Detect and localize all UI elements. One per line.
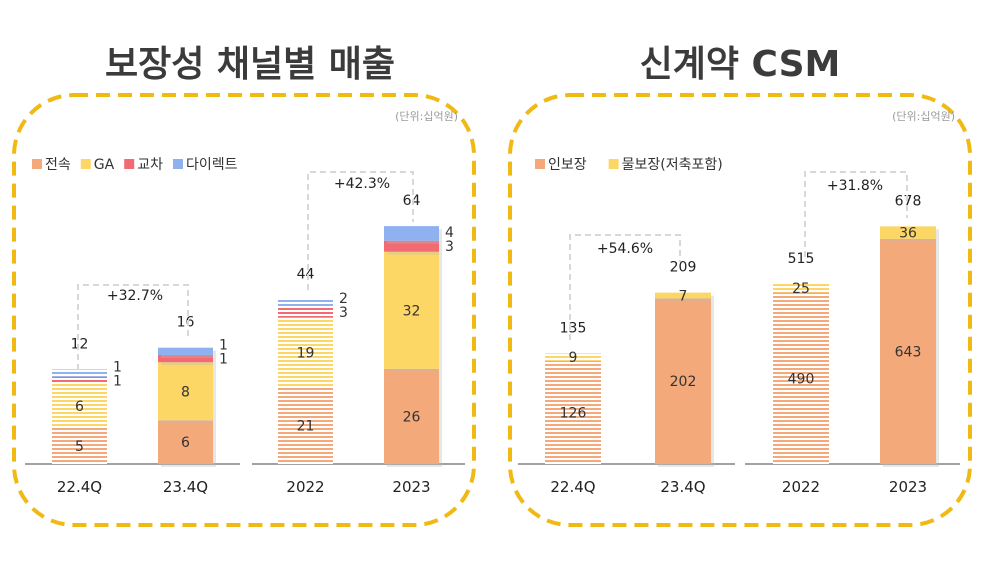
bar-segment-전속-2022 — [278, 387, 333, 464]
segment-value-label: 9 — [569, 350, 578, 366]
segment-value-label: 126 — [560, 405, 587, 421]
segment-value-label: 26 — [403, 409, 421, 425]
segment-value-label: 21 — [297, 419, 315, 435]
segment-value-label: 3 — [445, 239, 454, 255]
segment-value-label: 1 — [113, 359, 122, 375]
segment-value-label: 36 — [899, 226, 917, 242]
legend-label: 교차 — [137, 157, 163, 173]
bar-segment-전속-23.4Q — [158, 420, 213, 464]
legend-swatch — [80, 159, 91, 169]
growth-label: +42.3% — [334, 176, 390, 192]
total-label: 44 — [297, 266, 315, 282]
growth-label: +31.8% — [827, 178, 883, 194]
category-label: 23.4Q — [163, 478, 208, 496]
category-label: 2022 — [286, 478, 324, 496]
legend-swatch — [535, 159, 545, 169]
segment-value-label: 8 — [181, 384, 190, 400]
bar-shadow — [658, 295, 714, 302]
growth-connector — [307, 171, 414, 290]
total-label: 64 — [403, 193, 421, 209]
segment-value-label: 19 — [297, 345, 315, 361]
segment-value-label: 1 — [219, 352, 228, 368]
segment-value-label: 7 — [679, 288, 688, 304]
legend-swatch — [124, 159, 135, 169]
bar-segment-전속-2023 — [384, 368, 439, 464]
segment-value-label: 3 — [339, 305, 348, 321]
bar-segment-교차-23.4Q — [158, 354, 213, 363]
bar-segment-교차-2023 — [384, 240, 439, 252]
legend-label: 물보장(저축포함) — [622, 157, 723, 173]
total-label: 16 — [177, 315, 195, 331]
legend-label: 다이렉트 — [186, 157, 238, 173]
legend-swatch — [32, 159, 42, 169]
segment-value-label: 6 — [75, 399, 84, 415]
segment-value-label: 202 — [670, 374, 697, 390]
bar-segment-교차-22.4Q — [52, 376, 107, 385]
segment-value-label: 2 — [339, 291, 348, 307]
right-unit-label: (단위:십억원) — [892, 110, 955, 123]
legend-swatch — [608, 159, 619, 169]
segment-value-label: 32 — [403, 303, 421, 319]
bar-segment-물보장(저축포함)-22.4Q — [545, 353, 601, 361]
segment-value-label: 490 — [788, 371, 815, 387]
bar-segment-물보장(저축포함)-2022 — [773, 283, 829, 293]
segment-value-label: 1 — [219, 338, 228, 354]
legend-label: GA — [94, 157, 115, 173]
bar-segment-인보장-2023 — [880, 238, 936, 464]
total-label: 12 — [71, 336, 89, 352]
category-label: 2023 — [392, 478, 430, 496]
bar-segment-다이렉트-2023 — [384, 226, 439, 241]
growth-connector — [804, 171, 908, 257]
total-label: 515 — [788, 251, 815, 267]
bar-segment-GA-23.4Q — [158, 362, 213, 421]
segment-value-label: 6 — [181, 435, 190, 451]
category-label: 22.4Q — [57, 478, 102, 496]
bar-segment-다이렉트-22.4Q — [52, 369, 107, 377]
total-label: 209 — [670, 260, 697, 276]
bar-segment-다이렉트-2022 — [278, 299, 333, 307]
legend-label: 전속 — [45, 157, 71, 173]
growth-connector — [77, 284, 189, 370]
segment-value-label: 643 — [895, 344, 922, 360]
total-label: 135 — [560, 320, 587, 336]
category-label: 22.4Q — [550, 478, 595, 496]
bar-segment-다이렉트-23.4Q — [158, 347, 213, 355]
legend-label: 인보장 — [548, 157, 587, 173]
bar-segment-인보장-23.4Q — [655, 298, 711, 464]
category-label: 23.4Q — [660, 478, 705, 496]
left-chart-title: 보장성 채널별 매출 — [105, 44, 395, 85]
growth-connector — [569, 234, 681, 340]
segment-value-label: 5 — [75, 439, 84, 455]
bar-segment-물보장(저축포함)-23.4Q — [655, 292, 711, 299]
category-label: 2023 — [889, 478, 927, 496]
segment-value-label: 25 — [792, 281, 810, 297]
segment-value-label: 1 — [113, 373, 122, 389]
category-label: 2022 — [782, 478, 820, 496]
segment-value-label: 4 — [445, 225, 454, 241]
bar-segment-인보장-2022 — [773, 292, 829, 464]
total-label: 678 — [895, 193, 922, 209]
bar-segment-전속-22.4Q — [52, 427, 107, 464]
bar-segment-물보장(저축포함)-2023 — [880, 226, 936, 239]
right-chart-title: 신계약 CSM — [640, 44, 841, 85]
bar-segment-GA-22.4Q — [52, 384, 107, 428]
left-unit-label: (단위:십억원) — [395, 110, 458, 123]
bar-segment-GA-2023 — [384, 251, 439, 369]
growth-label: +54.6% — [597, 241, 653, 257]
legend-swatch — [172, 159, 183, 169]
bar-segment-GA-2022 — [278, 317, 333, 388]
bar-segment-교차-2022 — [278, 306, 333, 318]
growth-label: +32.7% — [107, 288, 163, 304]
bar-segment-인보장-22.4Q — [545, 360, 601, 464]
